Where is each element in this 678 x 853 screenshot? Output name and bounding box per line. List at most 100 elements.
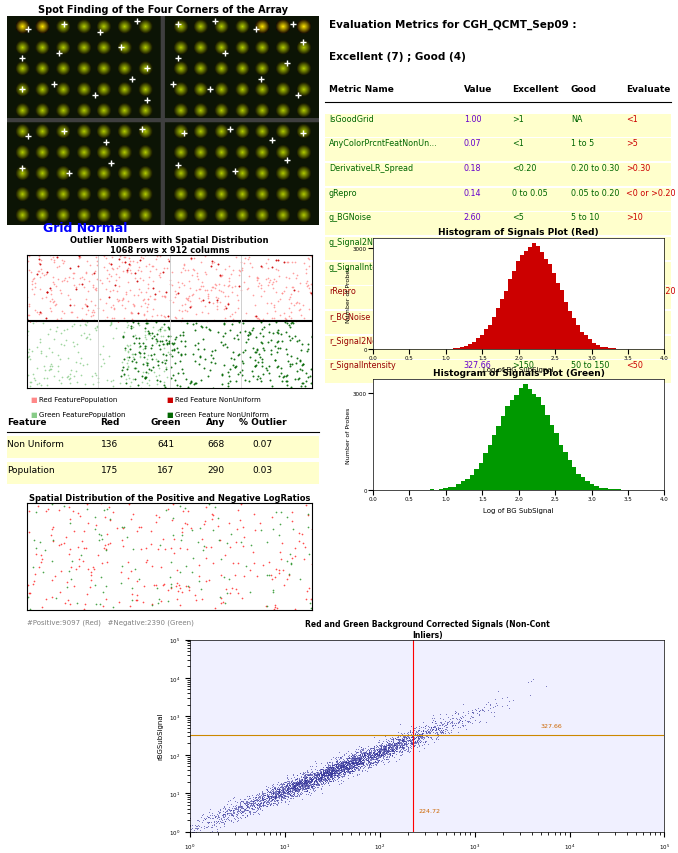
Point [288,770,299,784]
Point [216,569,226,583]
Point [270,340,281,354]
Point [302,774,313,787]
Point [156,329,167,343]
Point [224,369,235,383]
Point [164,254,175,268]
Point [315,772,326,786]
Point [196,276,207,289]
Text: Excellent: Excellent [512,85,559,94]
Point [296,309,306,322]
Text: 327.66: 327.66 [464,361,492,370]
Point [277,785,287,798]
Point [182,292,193,305]
Point [263,555,274,569]
Point [268,787,279,801]
Point [315,769,326,782]
Point [319,767,330,780]
Point [262,795,273,809]
Point [353,757,364,771]
Point [169,343,180,357]
Point [201,820,212,833]
Point [386,733,397,746]
Point [367,748,378,762]
Point [380,746,391,760]
Point [327,763,338,777]
Point [191,317,201,331]
Point [342,754,353,768]
Point [240,809,251,823]
Point [225,527,236,541]
Point [235,798,246,812]
Point [405,734,416,747]
Point [387,740,398,754]
Point [387,740,398,754]
Point [345,751,356,764]
Point [83,562,94,576]
Point [210,809,220,823]
Point [363,744,374,757]
Point [286,788,297,802]
Point [364,750,375,763]
Point [356,749,367,763]
Point [213,512,224,525]
Point [228,815,239,828]
Point [287,780,298,794]
Point [344,755,355,769]
Point [318,765,329,779]
Point [303,768,314,781]
Point [215,270,226,283]
Point [294,779,305,792]
Point [363,751,374,764]
Point [276,287,287,300]
Point [328,766,339,780]
Point [262,253,273,267]
Point [323,772,334,786]
Point [357,757,367,770]
Point [322,763,333,777]
Point [245,794,256,808]
Point [123,354,134,368]
Point [241,803,252,816]
Point [332,763,342,777]
Point [402,727,413,740]
Point [309,769,320,782]
Point [385,740,396,753]
Point [331,768,342,781]
Point [284,787,295,801]
Point [374,750,385,763]
Point [384,740,395,753]
Point [382,739,393,752]
Point [350,754,361,768]
Point [306,777,317,791]
Point [268,780,279,794]
Point [153,593,164,606]
Text: Green: Green [151,417,181,426]
Point [222,810,233,824]
Point [233,804,244,817]
Point [234,803,245,816]
FancyBboxPatch shape [325,287,671,310]
Point [414,734,425,748]
Point [126,375,137,389]
Point [350,756,361,769]
Point [271,786,281,800]
Point [323,779,334,792]
Point [314,773,325,786]
Point [289,783,300,797]
Point [123,497,134,511]
Point [125,307,136,321]
Point [388,732,399,746]
Point [364,749,375,763]
Point [127,312,138,326]
Point [271,263,281,276]
Point [433,727,443,740]
Point [407,733,418,746]
Point [284,785,295,798]
Point [397,733,408,746]
Point [292,777,303,791]
Point [199,299,210,313]
Point [446,709,457,722]
Point [304,773,315,786]
Point [315,781,326,795]
Point [351,755,362,769]
